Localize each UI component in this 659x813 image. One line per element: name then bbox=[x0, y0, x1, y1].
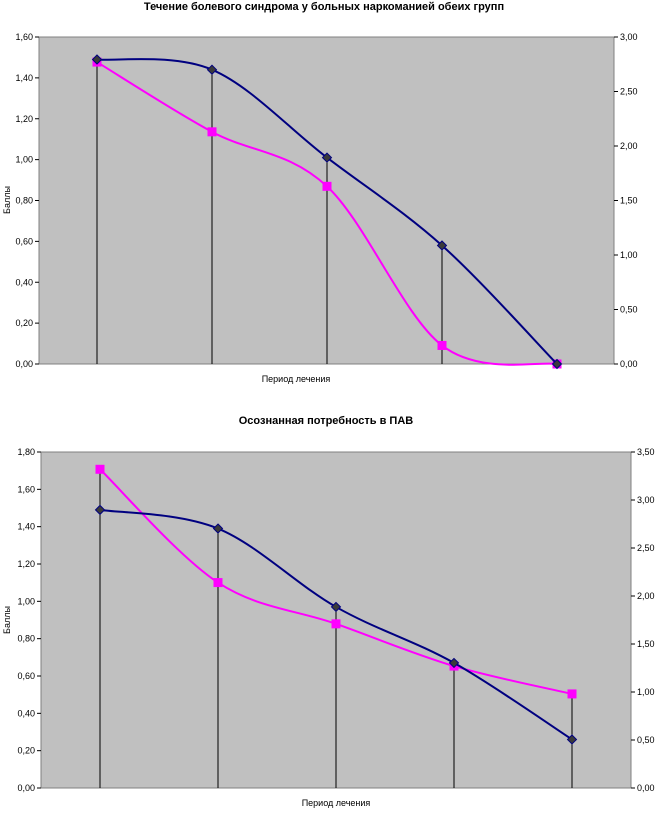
chart-1-y-tick-label: 0,20 bbox=[15, 318, 33, 328]
chart-2-series-2-point bbox=[213, 578, 223, 588]
chart-1-y2-tick-label: 2,00 bbox=[620, 141, 638, 151]
chart-2-series-1-point bbox=[94, 504, 106, 516]
chart-2-y2-tick-label: 1,50 bbox=[637, 639, 655, 649]
chart-1-series-2-point bbox=[437, 340, 447, 350]
chart-1-y-tick-label: 1,00 bbox=[15, 155, 33, 165]
chart-2-series-2-point bbox=[95, 464, 105, 474]
chart-2-y-tick-label: 0,80 bbox=[17, 634, 35, 644]
chart-2-y-tick-label: 1,60 bbox=[17, 484, 35, 494]
chart-1-y-tick-label: 0,40 bbox=[15, 277, 33, 287]
chart-2-series-1-point bbox=[566, 734, 578, 745]
chart-1-y2-tick-label: 1,50 bbox=[620, 196, 638, 206]
chart-1-y2-tick-label: 0,50 bbox=[620, 305, 638, 315]
chart-2-title: Осознанная потребность в ПАВ bbox=[239, 415, 414, 427]
chart-1-y2-tick-label: 1,00 bbox=[620, 250, 638, 260]
chart-2-y-tick-label: 0,00 bbox=[17, 783, 35, 793]
chart-1-series-1-point bbox=[436, 240, 448, 251]
chart-2-y-tick-label: 1,40 bbox=[17, 522, 35, 532]
chart-2-y2-tick-label: 3,00 bbox=[637, 495, 655, 505]
chart-2-x-axis-label: Период лечения bbox=[302, 798, 371, 808]
chart-2-y2-tick-label: 2,50 bbox=[637, 543, 655, 553]
chart-2: Осознанная потребность в ПАВ Период лече… bbox=[2, 415, 655, 808]
chart-1-series-1-point bbox=[551, 358, 563, 370]
chart-2-series-1-point bbox=[448, 657, 460, 669]
chart-2-y-tick-label: 1,20 bbox=[17, 559, 35, 569]
chart-1-y-axis-label: Баллы bbox=[2, 186, 12, 214]
chart-1-x-axis-label: Период лечения bbox=[262, 374, 331, 384]
chart-1-y-tick-label: 1,60 bbox=[15, 32, 33, 42]
chart-1-y2-tick-label: 3,00 bbox=[620, 32, 638, 42]
chart-1-series-2-point bbox=[207, 127, 217, 137]
chart-1-y-tick-label: 0,60 bbox=[15, 236, 33, 246]
chart-1-y2-tick-label: 2,50 bbox=[620, 87, 638, 97]
chart-2-y-tick-label: 0,40 bbox=[17, 708, 35, 718]
chart-2-series-2-point bbox=[567, 689, 577, 699]
chart-2-series-1-point bbox=[212, 523, 224, 534]
chart-2-series-1-point bbox=[330, 601, 342, 613]
chart-2-y-tick-label: 1,80 bbox=[17, 447, 35, 457]
chart-2-y2-tick-label: 3,50 bbox=[637, 447, 655, 457]
chart-1: Течение болевого синдрома у больных нарк… bbox=[2, 1, 638, 384]
chart-2-y-tick-label: 0,20 bbox=[17, 746, 35, 756]
chart-2-y2-tick-label: 0,50 bbox=[637, 735, 655, 745]
chart-1-title: Течение болевого синдрома у больных нарк… bbox=[144, 1, 504, 13]
chart-2-y-axis-label: Баллы bbox=[2, 606, 12, 634]
chart-1-y2-tick-label: 0,00 bbox=[620, 359, 638, 369]
chart-1-series-1-point bbox=[206, 64, 218, 75]
chart-2-y2-tick-label: 1,00 bbox=[637, 687, 655, 697]
chart-1-y-tick-label: 0,80 bbox=[15, 196, 33, 206]
chart-2-y2-tick-label: 2,00 bbox=[637, 591, 655, 601]
chart-2-series-2-point bbox=[331, 619, 341, 629]
chart-1-series-2-point bbox=[322, 181, 332, 191]
chart-1-y-tick-label: 1,40 bbox=[15, 73, 33, 83]
chart-1-y-tick-label: 1,20 bbox=[15, 114, 33, 124]
chart-2-y-tick-label: 1,00 bbox=[17, 596, 35, 606]
chart-1-series-1-point bbox=[321, 152, 333, 163]
chart-2-y2-tick-label: 0,00 bbox=[637, 783, 655, 793]
chart-1-series-1-point bbox=[91, 54, 103, 65]
chart-1-y-tick-label: 0,00 bbox=[15, 359, 33, 369]
chart-2-y-tick-label: 0,60 bbox=[17, 671, 35, 681]
